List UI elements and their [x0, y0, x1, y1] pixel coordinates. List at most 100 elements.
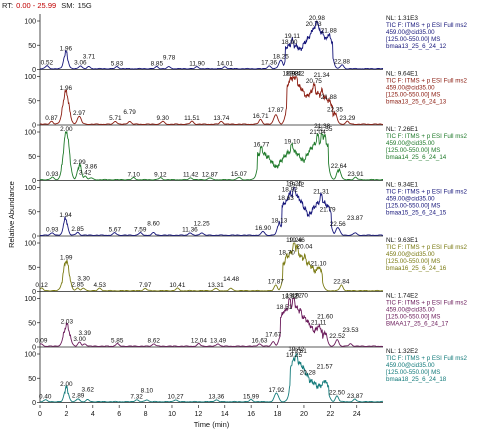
- peak-label: 22.50: [329, 390, 345, 397]
- y-tick-label: 0: [32, 400, 36, 407]
- peak-label: 10.27: [168, 394, 184, 401]
- peak-label: 19.61: [291, 348, 307, 355]
- peak-label: 22.52: [329, 333, 345, 340]
- peak-label: 16.63: [251, 338, 267, 345]
- normalization-level: NL: 9.64E1: [386, 71, 418, 78]
- peak-label: 9.12: [154, 172, 167, 179]
- peak-label: 2.97: [73, 110, 86, 117]
- peak-label: 20.28: [300, 369, 316, 376]
- peak-label: 21.57: [317, 363, 333, 370]
- chromatogram-trace: [40, 20, 384, 70]
- peak-label: 23.91: [348, 171, 364, 178]
- peak-label: 9.78: [163, 55, 176, 62]
- peak-label: 3.39: [79, 330, 92, 337]
- peak-label: 18.98: [282, 71, 298, 78]
- peak-label: 8.10: [141, 388, 154, 395]
- y-tick-label: 50: [28, 154, 36, 161]
- peak-label: 7.10: [127, 172, 140, 179]
- y-tick-label: 0: [32, 234, 36, 241]
- scan-filter-text: TIC F: ITMS + p ESI Full ms2: [386, 244, 468, 251]
- scan-filter-text: bmaa16_25_6_24_16: [386, 265, 447, 272]
- peak-label: 17.36: [261, 60, 277, 67]
- peak-label: 1.96: [60, 85, 73, 92]
- peak-label: 2.85: [71, 282, 84, 289]
- peak-label: 18.92: [282, 293, 298, 300]
- scan-filter-text: [125.00-550.00] MS: [386, 36, 440, 43]
- peak-label: 19.26: [286, 237, 302, 244]
- peak-label: 15.99: [243, 394, 259, 401]
- peak-label: 2.03: [61, 319, 74, 326]
- peak-label: 19.42: [288, 71, 304, 78]
- peak-label: 6.79: [123, 109, 136, 116]
- scan-filter-text: 459.00@cid35.00: [386, 196, 435, 203]
- peak-label: 17.92: [268, 387, 284, 394]
- peak-label: 19.10: [284, 139, 300, 146]
- y-tick-label: 100: [24, 185, 36, 192]
- peak-label: 21.60: [317, 314, 333, 321]
- peak-label: 5.83: [111, 61, 124, 68]
- peak-label: 10.41: [169, 282, 185, 289]
- peak-label: 18.25: [273, 54, 289, 61]
- chromatogram-trace: [40, 353, 384, 403]
- peak-label: 11.36: [182, 227, 198, 234]
- peak-label: 20.98: [309, 15, 325, 22]
- scan-filter-text: bmaa18_25_6_24_18: [386, 376, 447, 383]
- peak-label: 22.64: [331, 163, 347, 170]
- peak-label: 21.34: [314, 72, 330, 79]
- scan-filter-text: TIC F: ITMS + p ESI Full ms2: [386, 22, 468, 29]
- peak-label: 11.90: [189, 61, 205, 68]
- peak-label: 5.71: [109, 115, 122, 122]
- peak-label: 22.88: [334, 59, 350, 66]
- peak-label: 13.74: [213, 115, 229, 122]
- y-tick-label: 50: [28, 320, 36, 327]
- y-tick-label: 100: [24, 130, 36, 137]
- peak-label: 3.00: [73, 336, 86, 343]
- x-tick-label: 12: [194, 411, 202, 418]
- peak-label: 8.85: [151, 61, 164, 68]
- peak-label: 22.35: [327, 106, 343, 113]
- scan-filter-text: 459.00@cid35.00: [386, 85, 435, 92]
- y-tick-label: 100: [24, 74, 36, 81]
- scan-filter-text: TIC F: ITMS + p ESI Full ms2: [386, 189, 468, 196]
- peak-label: 5.67: [109, 227, 122, 234]
- peak-label: 21.04: [310, 129, 326, 136]
- peak-label: 2.85: [71, 226, 84, 233]
- peak-label: 8.62: [148, 338, 161, 345]
- peak-label: 23.29: [339, 115, 355, 122]
- chromatogram-header: RT: 0.00 - 25.99 SM: 15G: [2, 1, 95, 10]
- peak-label: 21.11: [311, 320, 327, 327]
- scan-filter-text: bmaa13_25_6_24_12: [386, 43, 447, 50]
- chromatogram-trace: [39, 187, 384, 236]
- scan-filter-text: [125.00-550.00] MS: [386, 147, 440, 154]
- y-tick-label: 100: [24, 352, 36, 359]
- peak-label: 18.13: [271, 217, 287, 224]
- peak-label: 21.88: [321, 94, 337, 101]
- peak-label: 4.53: [94, 282, 107, 289]
- x-tick-label: 8: [144, 411, 148, 418]
- scan-filter-text: bmaa14_25_6_24_14: [386, 154, 447, 161]
- peak-label: 19.22: [286, 293, 302, 300]
- peak-label: 21.79: [320, 207, 336, 214]
- peak-label: 0.40: [39, 394, 52, 401]
- peak-label: 7.32: [130, 394, 143, 401]
- x-tick-label: 6: [117, 411, 121, 418]
- y-tick-label: 50: [28, 265, 36, 272]
- chromatogram-trace: [39, 130, 383, 181]
- rt-range-value: 0.00 - 25.99: [16, 1, 57, 10]
- peak-label: 21.88: [321, 28, 337, 35]
- sm-value: 15G: [77, 1, 92, 10]
- scan-filter-text: bmaa13_25_6_24_13: [386, 99, 447, 106]
- x-tick-label: 0: [38, 411, 42, 418]
- peak-label: 1.99: [60, 254, 73, 261]
- peak-label: 17.87: [268, 279, 284, 286]
- peak-label: 21.38: [314, 123, 330, 130]
- peak-label: 13.31: [208, 282, 224, 289]
- peak-label: 9.30: [157, 115, 170, 122]
- peak-label: 3.71: [83, 54, 96, 61]
- peak-label: 19.46: [289, 237, 305, 244]
- scan-filter-text: bmaa15_25_6_24_15: [386, 210, 447, 217]
- peak-label: 16.90: [255, 225, 271, 232]
- y-tick-label: 100: [24, 241, 36, 248]
- peak-label: 16.71: [253, 113, 269, 120]
